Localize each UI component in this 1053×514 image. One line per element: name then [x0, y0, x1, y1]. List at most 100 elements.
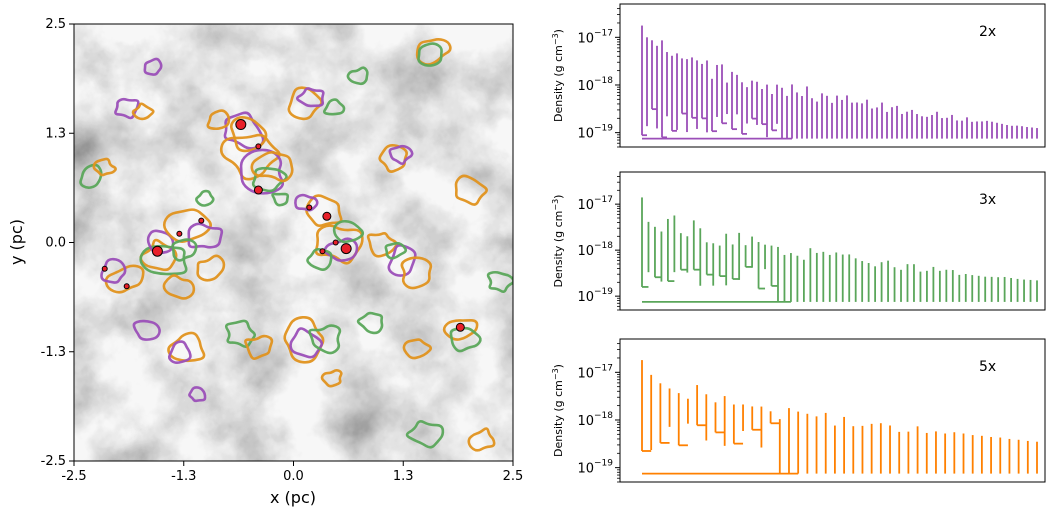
dendrogram-y-tick-label: 10	[577, 31, 594, 46]
dendrogram-y-tick-label: 10	[577, 198, 594, 213]
contour-5x	[206, 109, 231, 131]
contour-3x	[139, 244, 188, 276]
sink-layer	[101, 119, 465, 332]
dendrogram-y-tick-exponent: −18	[594, 76, 613, 86]
contour-5x	[467, 427, 496, 452]
dendrogram-y-tick-label: 10	[577, 244, 594, 259]
sink-particle	[253, 185, 263, 195]
contour-2x	[132, 319, 161, 341]
map-y-tick-label: 0.0	[45, 236, 66, 251]
contour-5x	[400, 256, 433, 290]
contour-5x	[402, 338, 433, 360]
dendrogram-y-tick-exponent: −17	[594, 28, 613, 38]
contour-3x	[486, 270, 513, 294]
dendrogram-y-tick-label: 10	[577, 79, 594, 94]
density-map-texture	[74, 24, 513, 461]
map-y-tick-label: -2.5	[41, 454, 66, 469]
contour-2x	[388, 144, 414, 166]
contour-2x	[289, 327, 324, 359]
map-y-tick-label: -1.3	[41, 345, 66, 360]
sink-particle	[123, 283, 130, 290]
map-x-axis-label: x (pc)	[270, 488, 316, 507]
dendrogram-tree	[641, 25, 1038, 140]
dendrogram-y-tick-label: 10	[577, 462, 594, 477]
map-y-tick-label: 1.3	[45, 126, 66, 141]
contour-5x	[320, 368, 343, 388]
dendrogram-y-tick-label: 10	[577, 414, 594, 429]
contour-5x	[250, 151, 294, 183]
sink-particle	[306, 204, 313, 211]
contour-5x	[162, 274, 196, 300]
contour-2x	[143, 57, 163, 76]
dendrogram-panel-label: 2x	[979, 24, 996, 40]
contour-3x	[171, 238, 198, 262]
map-x-tick-label: -2.5	[61, 469, 86, 484]
contour-2x	[323, 237, 359, 262]
sink-particle	[198, 217, 205, 224]
contour-3x	[224, 319, 257, 348]
map-ticks: -2.5 -1.3 0.0 1.3 2.5 -2.5 -1.3 0.0 1.3 2.5	[41, 17, 524, 484]
contour-5x	[244, 334, 274, 360]
dendrogram-y-axis-label: Density (g cm−3)	[551, 195, 565, 288]
contour-2x	[188, 386, 207, 403]
contour-3x	[195, 189, 215, 207]
sink-particle	[255, 143, 262, 150]
contour-2x	[295, 87, 325, 108]
dendrogram-y-tick-label: 10	[577, 127, 594, 142]
map-x-tick-label: -1.3	[171, 469, 196, 484]
contour-3x	[271, 192, 290, 207]
contour-5x	[131, 102, 155, 121]
contour-3x	[384, 241, 408, 260]
map-y-axis-label: y (pc)	[7, 219, 26, 265]
contour-5x	[196, 254, 226, 282]
contour-2x	[100, 257, 127, 284]
dendrogram-y-tick-exponent: −19	[594, 124, 613, 134]
dendrogram-frame	[619, 338, 1046, 483]
contour-5x	[162, 208, 212, 243]
contour-5x	[92, 157, 117, 177]
contour-5x	[366, 232, 398, 258]
density-map-panel: -2.5 -1.3 0.0 1.3 2.5 -2.5 -1.3 0.0 1.3 2.5 x (pc…	[7, 17, 523, 507]
contour-5x	[219, 133, 281, 181]
dendrogram-y-tick-exponent: −19	[594, 287, 613, 297]
dendrogram-y-axis-label: Density (g cm−3)	[551, 364, 565, 457]
contour-layer	[79, 38, 513, 452]
contour-2x	[387, 243, 417, 277]
dendrogram-y-tick-label: 10	[577, 366, 594, 381]
contour-2x	[239, 148, 285, 195]
dendrogram-panel-label: 3x	[979, 192, 996, 208]
contour-2x	[294, 193, 319, 212]
contour-3x	[332, 219, 365, 244]
contour-5x	[167, 331, 206, 363]
contour-5x	[104, 264, 145, 294]
dendrogram-y-tick-exponent: −17	[594, 363, 613, 373]
map-x-tick-label: 0.0	[283, 469, 304, 484]
contour-2x	[146, 229, 175, 255]
contour-2x	[167, 340, 192, 365]
sink-particle	[332, 239, 339, 246]
contour-3x	[346, 66, 369, 86]
sink-particle	[176, 230, 183, 237]
dendrogram-y-tick-exponent: −18	[594, 241, 613, 251]
dendrogram-y-tick-exponent: −18	[594, 411, 613, 421]
dendrogram-frame	[619, 171, 1046, 311]
contour-5x	[454, 174, 488, 206]
sink-particle	[235, 119, 247, 131]
dendrogram-y-tick-exponent: −19	[594, 459, 613, 469]
sink-particle	[101, 265, 108, 272]
dendrogram-tree	[641, 197, 1038, 303]
contour-3x	[356, 311, 384, 335]
contour-3x	[405, 420, 445, 449]
contour-3x	[251, 166, 288, 193]
map-x-tick-label: 1.3	[393, 469, 414, 484]
sink-particle	[322, 211, 332, 221]
contour-5x	[442, 319, 479, 341]
sink-particle	[319, 248, 326, 255]
sink-particle	[340, 243, 352, 255]
dendrogram-y-axis-label: Density (g cm−3)	[551, 29, 565, 122]
dendrogram-y-tick-exponent: −17	[594, 195, 613, 205]
map-x-tick-label: 2.5	[503, 469, 524, 484]
dendrogram-tree	[641, 360, 1038, 475]
